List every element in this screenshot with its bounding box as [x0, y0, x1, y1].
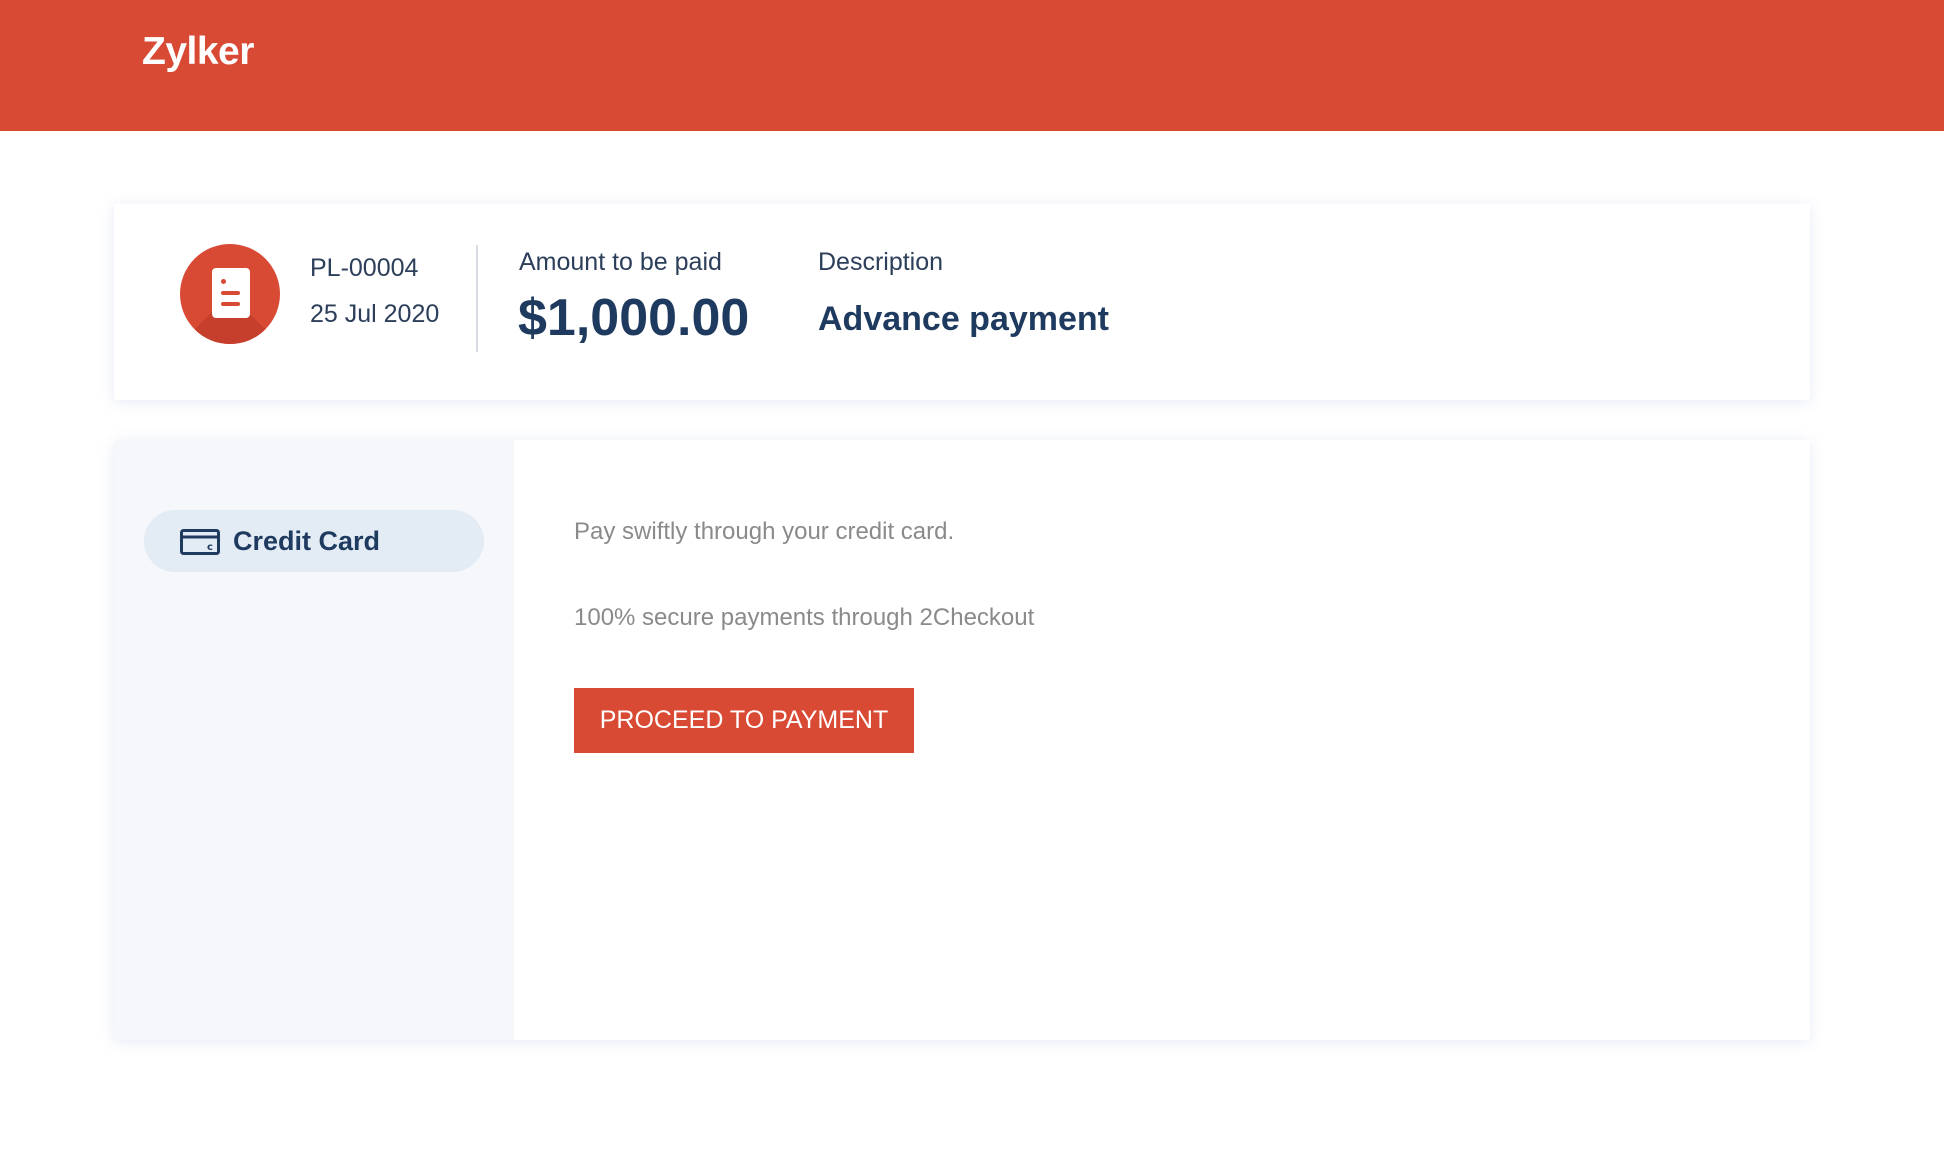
header-bar: Zylker	[0, 0, 1944, 131]
payment-date: 25 Jul 2020	[310, 300, 440, 328]
payment-method-credit-card[interactable]: c Credit Card	[144, 510, 484, 572]
description-label: Description	[818, 248, 944, 276]
brand-logo: Zylker	[142, 30, 254, 73]
secure-payment-text: 100% secure payments through 2Checkout	[574, 604, 1035, 631]
payment-method-label: Credit Card	[233, 526, 381, 556]
proceed-to-payment-button[interactable]: PROCEED TO PAYMENT	[574, 688, 914, 753]
document-icon	[180, 244, 280, 344]
description-value: Advance payment	[818, 300, 1109, 338]
payment-link-number: PL-00004	[310, 254, 419, 282]
svg-text:c: c	[207, 542, 213, 553]
payment-method-card: c Credit Card Pay swiftly through your c…	[114, 440, 1810, 1040]
credit-card-icon: c	[180, 529, 220, 555]
amount-label: Amount to be paid	[519, 248, 722, 276]
payment-info-text: Pay swiftly through your credit card.	[574, 518, 955, 545]
payment-method-sidebar: c Credit Card	[114, 440, 514, 1040]
divider	[476, 245, 478, 352]
payment-summary-card: PL-00004 25 Jul 2020 Amount to be paid $…	[114, 204, 1810, 400]
amount-value: $1,000.00	[518, 289, 750, 347]
